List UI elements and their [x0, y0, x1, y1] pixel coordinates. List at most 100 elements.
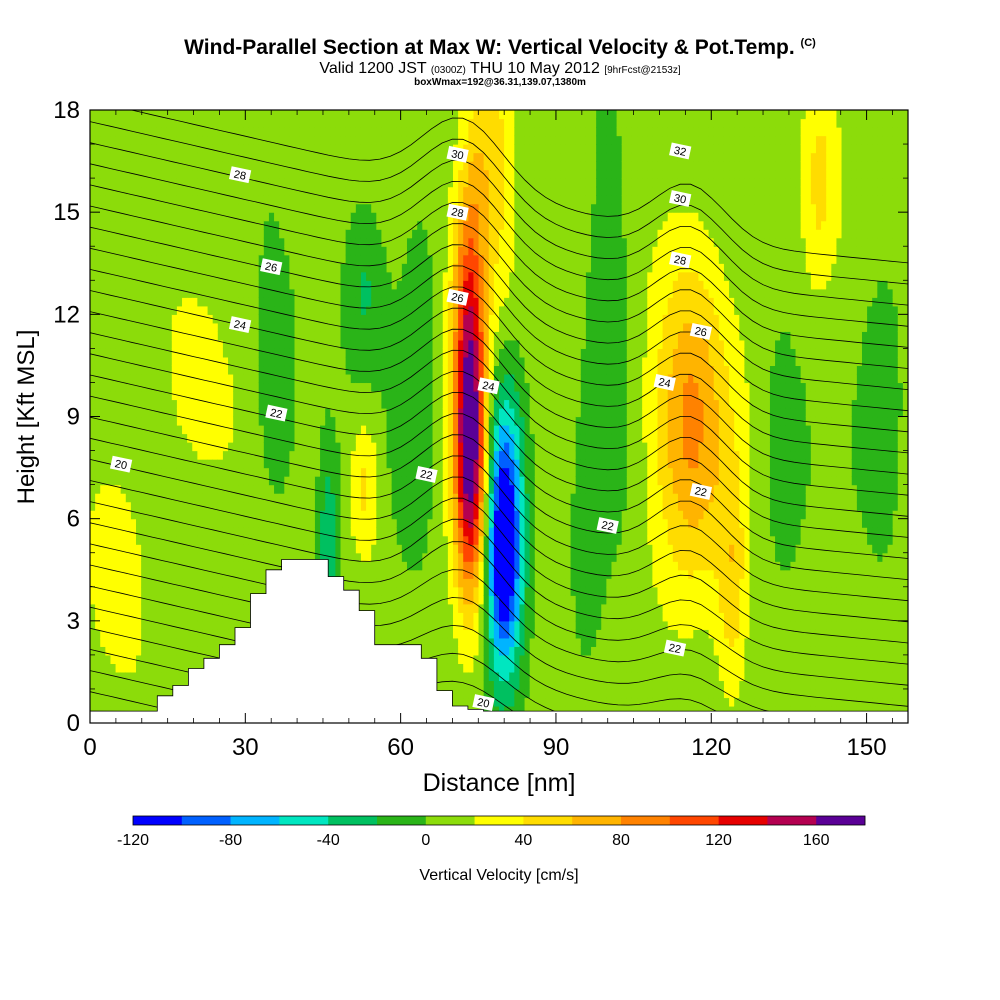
- velocity-cell: [314, 348, 321, 358]
- velocity-cell: [360, 595, 367, 605]
- velocity-cell: [115, 280, 122, 290]
- velocity-cell: [396, 280, 403, 290]
- velocity-cell: [136, 595, 142, 605]
- velocity-cell: [136, 425, 142, 435]
- velocity-cell: [100, 135, 106, 145]
- velocity-cell: [371, 118, 377, 128]
- velocity-cell: [166, 348, 173, 358]
- velocity-cell: [161, 339, 168, 349]
- velocity-cell: [95, 442, 101, 452]
- velocity-cell: [314, 425, 321, 435]
- velocity-cell: [422, 407, 429, 418]
- velocity-cell: [437, 152, 444, 162]
- velocity-cell: [427, 220, 434, 230]
- velocity-cell: [136, 348, 142, 358]
- velocity-cell: [335, 297, 342, 307]
- velocity-cell: [120, 416, 127, 426]
- velocity-cell: [161, 637, 168, 647]
- velocity-cell: [171, 629, 178, 639]
- velocity-cell: [422, 288, 429, 298]
- velocity-cell: [263, 467, 270, 477]
- velocity-cell: [422, 637, 429, 647]
- velocity-cell: [212, 407, 219, 418]
- velocity-cell: [258, 297, 265, 307]
- velocity-cell: [437, 297, 444, 307]
- velocity-cell: [120, 220, 127, 230]
- velocity-cell: [146, 467, 152, 477]
- velocity-cell: [176, 637, 183, 647]
- velocity-cell: [100, 229, 106, 239]
- velocity-cell: [309, 127, 316, 137]
- velocity-cell: [136, 280, 142, 290]
- velocity-cell: [432, 416, 439, 426]
- velocity-cell: [130, 493, 137, 503]
- velocity-cell: [243, 484, 250, 494]
- velocity-cell: [166, 671, 173, 682]
- velocity-cell: [376, 229, 383, 239]
- velocity-cell: [146, 476, 152, 486]
- velocity-cell: [141, 356, 147, 367]
- velocity-cell: [120, 569, 127, 579]
- velocity-cell: [151, 390, 158, 401]
- velocity-cell: [136, 127, 142, 137]
- velocity-cell: [166, 229, 173, 239]
- velocity-cell: [212, 390, 219, 401]
- velocity-cell: [166, 484, 173, 494]
- velocity-cell: [401, 161, 408, 171]
- velocity-cell: [110, 161, 117, 171]
- velocity-cell: [110, 688, 117, 699]
- velocity-cell: [263, 527, 270, 537]
- velocity-cell: [406, 144, 413, 154]
- velocity-cell: [90, 510, 96, 520]
- velocity-cell: [187, 254, 193, 264]
- velocity-cell: [284, 110, 290, 120]
- velocity-cell: [151, 212, 158, 222]
- velocity-cell: [146, 339, 152, 349]
- velocity-cell: [207, 297, 214, 307]
- velocity-cell: [437, 442, 444, 452]
- velocity-cell: [110, 442, 117, 452]
- velocity-cell: [345, 144, 352, 154]
- velocity-cell: [248, 348, 255, 358]
- velocity-cell: [314, 161, 321, 171]
- velocity-cell: [243, 280, 250, 290]
- velocity-cell: [182, 314, 188, 324]
- velocity-cell: [442, 646, 449, 656]
- velocity-cell: [95, 612, 101, 622]
- velocity-cell: [355, 552, 362, 562]
- velocity-cell: [253, 186, 260, 196]
- velocity-cell: [100, 195, 106, 205]
- velocity-cell: [350, 135, 357, 145]
- velocity-cell: [130, 203, 137, 213]
- velocity-cell: [161, 297, 168, 307]
- velocity-cell: [325, 271, 331, 281]
- velocity-cell: [412, 331, 418, 341]
- velocity-cell: [325, 373, 331, 384]
- velocity-cell: [253, 152, 260, 162]
- velocity-cell: [197, 288, 204, 298]
- velocity-cell: [141, 365, 147, 375]
- velocity-cell: [376, 510, 383, 520]
- velocity-cell: [212, 595, 219, 605]
- velocity-cell: [95, 254, 101, 264]
- velocity-cell: [166, 280, 173, 290]
- velocity-cell: [442, 561, 449, 571]
- velocity-cell: [268, 254, 275, 264]
- velocity-cell: [120, 544, 127, 554]
- velocity-cell: [381, 450, 388, 460]
- velocity-cell: [238, 186, 244, 196]
- velocity-cell: [274, 433, 280, 443]
- velocity-cell: [100, 612, 106, 622]
- velocity-cell: [90, 382, 96, 392]
- velocity-cell: [396, 510, 403, 520]
- velocity-cell: [401, 203, 408, 213]
- velocity-cell: [258, 535, 265, 545]
- velocity-cell: [238, 152, 244, 162]
- velocity-cell: [192, 603, 198, 613]
- velocity-cell: [171, 144, 178, 154]
- velocity-cell: [212, 433, 219, 443]
- velocity-cell: [325, 339, 331, 349]
- velocity-cell: [360, 246, 367, 256]
- velocity-cell: [284, 152, 290, 162]
- velocity-cell: [366, 425, 372, 435]
